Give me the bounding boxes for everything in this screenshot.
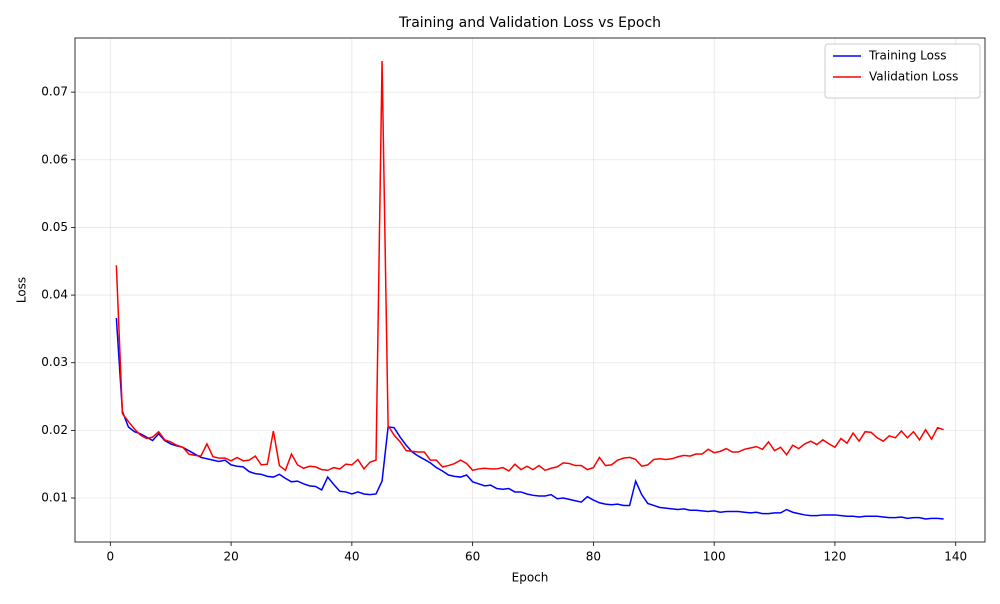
y-tick-label: 0.07 bbox=[41, 85, 68, 99]
y-tick-label: 0.01 bbox=[41, 491, 68, 505]
x-tick-label: 100 bbox=[703, 550, 726, 564]
x-tick-label: 140 bbox=[944, 550, 967, 564]
x-tick-label: 40 bbox=[344, 550, 359, 564]
y-tick-label: 0.06 bbox=[41, 152, 68, 166]
legend-label: Validation Loss bbox=[869, 70, 958, 84]
x-tick-label: 80 bbox=[586, 550, 601, 564]
chart-title: Training and Validation Loss vs Epoch bbox=[398, 15, 661, 31]
x-tick-label: 120 bbox=[823, 550, 846, 564]
line-series bbox=[115, 60, 944, 472]
y-axis-label: Loss bbox=[15, 277, 29, 303]
y-tick-label: 0.03 bbox=[41, 355, 68, 369]
x-axis-label: Epoch bbox=[512, 571, 549, 585]
legend-label: Training Loss bbox=[868, 49, 946, 63]
x-tick-label: 60 bbox=[465, 550, 480, 564]
x-tick-label: 20 bbox=[223, 550, 238, 564]
y-tick-label: 0.05 bbox=[41, 220, 68, 234]
plot-frame bbox=[74, 37, 986, 543]
y-tick-label: 0.04 bbox=[41, 288, 68, 302]
line-series bbox=[115, 318, 944, 520]
x-tick-label: 0 bbox=[107, 550, 115, 564]
y-tick-label: 0.02 bbox=[41, 423, 68, 437]
legend-box bbox=[824, 43, 981, 99]
